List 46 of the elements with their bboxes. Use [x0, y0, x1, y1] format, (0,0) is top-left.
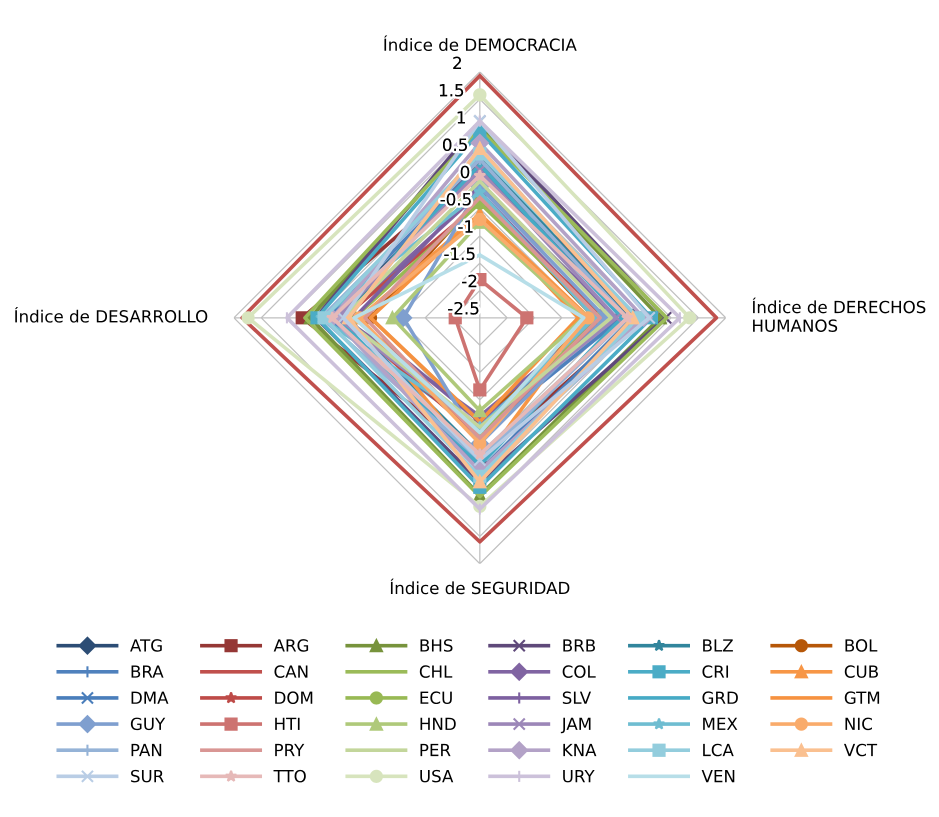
spoke-label: Índice de DERECHOS HUMANOS [752, 298, 926, 332]
legend-label: NIC [845, 718, 872, 730]
legend-label: HND [420, 718, 456, 730]
legend-label: CHL [420, 665, 452, 678]
legend-label: JAM [560, 718, 591, 734]
legend-label: GUY [130, 718, 166, 730]
legend-label: CRI [702, 665, 728, 678]
legend-label: BOL [845, 639, 878, 652]
y-tick-label: -1.5 [444, 248, 475, 260]
legend-label: TTO [274, 770, 306, 782]
legend-label: CUB [844, 665, 878, 678]
spoke-label: Índice de DEMOCRACIA [384, 35, 577, 52]
legend-label: BHS [420, 639, 453, 652]
y-tick-label: 1.5 [440, 84, 464, 97]
y-tick-label: 0 [460, 166, 470, 178]
y-tick-label: -0.5 [440, 192, 471, 206]
y-tick-label: 2 [453, 56, 462, 70]
legend-label: DOM [275, 691, 312, 704]
spoke-label: Índice de SEGURIDAD [390, 578, 570, 594]
legend-label: MEX [703, 718, 738, 730]
legend-label: GTM [844, 691, 880, 704]
legend-label: PER [420, 744, 451, 756]
y-tick-label: -1 [458, 220, 473, 233]
legend-label: URY [563, 770, 595, 782]
legend-label: ATG [130, 639, 162, 652]
legend-label: PRY [275, 744, 304, 756]
legend-label: VEN [702, 770, 734, 782]
legend-label: GRD [702, 691, 738, 704]
legend-label: BRA [132, 666, 164, 678]
legend-label: SUR [131, 770, 164, 782]
legend-label: VCT [844, 744, 878, 756]
legend-label: BRB [563, 639, 595, 652]
y-tick-label: 1 [458, 111, 465, 124]
legend-label: PAN [132, 744, 162, 756]
legend-label: KNA [563, 744, 596, 756]
legend-label: ECU [420, 691, 452, 704]
legend-label: LCA [703, 744, 734, 756]
legend-label: DMA [132, 692, 168, 704]
legend-label: ARG [274, 639, 308, 652]
spoke-label: Índice de DESARROLLO [14, 306, 208, 323]
legend-label: COL [562, 665, 596, 678]
legend-label: USA [420, 770, 454, 782]
legend-label: SLV [562, 691, 592, 704]
legend-label: HTI [275, 718, 300, 730]
legend-label: BLZ [703, 639, 733, 652]
legend-label: CAN [274, 665, 308, 678]
